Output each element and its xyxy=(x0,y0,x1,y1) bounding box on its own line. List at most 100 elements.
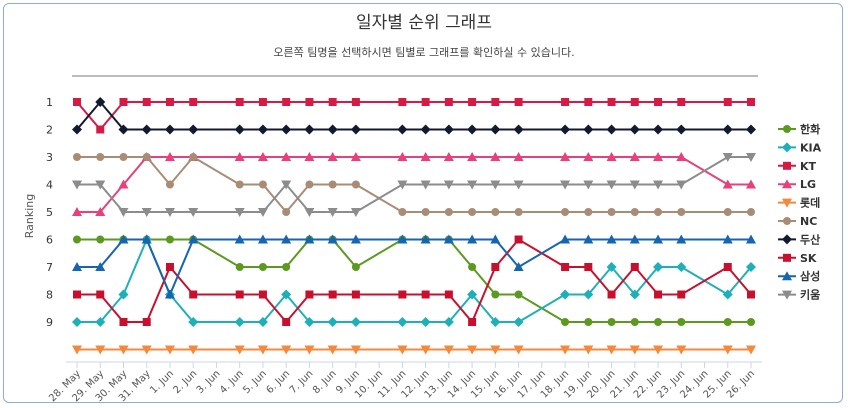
data-point[interactable] xyxy=(72,317,82,327)
legend-marker[interactable] xyxy=(782,142,792,153)
data-point[interactable] xyxy=(421,98,430,106)
data-point[interactable] xyxy=(443,234,454,244)
data-point[interactable] xyxy=(746,179,756,189)
data-point[interactable] xyxy=(142,153,151,161)
data-point[interactable] xyxy=(653,345,664,355)
data-point[interactable] xyxy=(142,98,151,106)
data-point[interactable] xyxy=(654,290,663,299)
data-point[interactable] xyxy=(304,345,315,355)
data-point[interactable] xyxy=(654,318,663,326)
data-point[interactable] xyxy=(629,124,640,135)
data-point[interactable] xyxy=(141,124,152,135)
data-point[interactable] xyxy=(95,180,106,190)
data-point[interactable] xyxy=(257,345,268,355)
data-point[interactable] xyxy=(257,152,268,161)
data-point[interactable] xyxy=(606,345,617,355)
legend-marker[interactable] xyxy=(782,179,792,189)
legend-item[interactable]: NC xyxy=(778,215,817,228)
data-point[interactable] xyxy=(606,152,617,161)
data-point[interactable] xyxy=(165,180,174,189)
data-point[interactable] xyxy=(629,152,640,161)
data-point[interactable] xyxy=(630,318,639,326)
data-point[interactable] xyxy=(420,152,431,161)
data-point[interactable] xyxy=(467,124,478,135)
data-point[interactable] xyxy=(258,98,267,106)
data-point[interactable] xyxy=(560,289,571,300)
data-point[interactable] xyxy=(490,124,501,135)
data-point[interactable] xyxy=(561,263,570,271)
data-point[interactable] xyxy=(188,208,199,217)
data-point[interactable] xyxy=(281,234,292,244)
data-point[interactable] xyxy=(351,98,360,106)
data-point[interactable] xyxy=(165,98,174,106)
data-point[interactable] xyxy=(653,124,664,135)
data-point[interactable] xyxy=(630,98,639,106)
data-point[interactable] xyxy=(513,262,524,271)
data-point[interactable] xyxy=(467,289,478,300)
data-point[interactable] xyxy=(327,345,338,355)
data-point[interactable] xyxy=(630,263,639,271)
data-point[interactable] xyxy=(653,152,664,161)
data-point[interactable] xyxy=(653,262,664,272)
data-point[interactable] xyxy=(467,234,478,244)
data-point[interactable] xyxy=(73,290,81,299)
data-point[interactable] xyxy=(513,152,524,161)
data-point[interactable] xyxy=(119,318,128,326)
data-point[interactable] xyxy=(676,180,687,190)
data-point[interactable] xyxy=(328,180,337,189)
data-point[interactable] xyxy=(654,208,663,216)
data-point[interactable] xyxy=(468,263,477,271)
data-point[interactable] xyxy=(606,262,617,272)
data-point[interactable] xyxy=(491,208,500,216)
data-point[interactable] xyxy=(235,98,244,106)
data-point[interactable] xyxy=(234,234,245,244)
data-point[interactable] xyxy=(513,124,524,135)
data-point[interactable] xyxy=(421,208,430,216)
data-point[interactable] xyxy=(118,124,129,135)
data-point[interactable] xyxy=(629,289,640,300)
data-point[interactable] xyxy=(189,153,198,161)
data-point[interactable] xyxy=(95,345,106,355)
data-point[interactable] xyxy=(747,318,755,326)
data-point[interactable] xyxy=(119,153,128,161)
data-point[interactable] xyxy=(141,208,152,217)
data-point[interactable] xyxy=(258,290,267,299)
data-point[interactable] xyxy=(142,318,151,326)
data-point[interactable] xyxy=(281,124,292,135)
data-point[interactable] xyxy=(654,98,663,106)
data-point[interactable] xyxy=(583,345,594,355)
data-point[interactable] xyxy=(561,208,570,216)
data-point[interactable] xyxy=(96,235,105,244)
data-point[interactable] xyxy=(305,180,314,189)
data-point[interactable] xyxy=(677,290,686,299)
data-point[interactable] xyxy=(420,345,431,355)
data-point[interactable] xyxy=(397,317,408,327)
data-point[interactable] xyxy=(72,180,82,190)
legend-item[interactable]: KIA xyxy=(778,141,822,154)
data-point[interactable] xyxy=(350,345,361,355)
data-point[interactable] xyxy=(257,208,268,217)
data-point[interactable] xyxy=(653,180,664,190)
legend-item[interactable]: KT xyxy=(778,160,817,173)
data-point[interactable] xyxy=(513,180,524,190)
data-point[interactable] xyxy=(398,290,407,299)
data-point[interactable] xyxy=(629,345,640,355)
data-point[interactable] xyxy=(304,152,315,161)
data-point[interactable] xyxy=(722,289,733,300)
data-point[interactable] xyxy=(629,180,640,190)
data-point[interactable] xyxy=(723,98,732,106)
data-point[interactable] xyxy=(491,98,500,106)
data-point[interactable] xyxy=(397,234,408,244)
data-point[interactable] xyxy=(490,180,501,190)
data-point[interactable] xyxy=(514,290,523,299)
data-point[interactable] xyxy=(444,98,453,106)
data-point[interactable] xyxy=(258,263,267,271)
data-point[interactable] xyxy=(583,234,594,244)
data-point[interactable] xyxy=(118,208,129,217)
data-point[interactable] xyxy=(583,152,594,161)
data-point[interactable] xyxy=(443,152,454,161)
data-point[interactable] xyxy=(234,317,245,327)
data-point[interactable] xyxy=(444,290,453,299)
legend-item[interactable]: SK xyxy=(778,252,817,265)
data-point[interactable] xyxy=(351,180,360,189)
